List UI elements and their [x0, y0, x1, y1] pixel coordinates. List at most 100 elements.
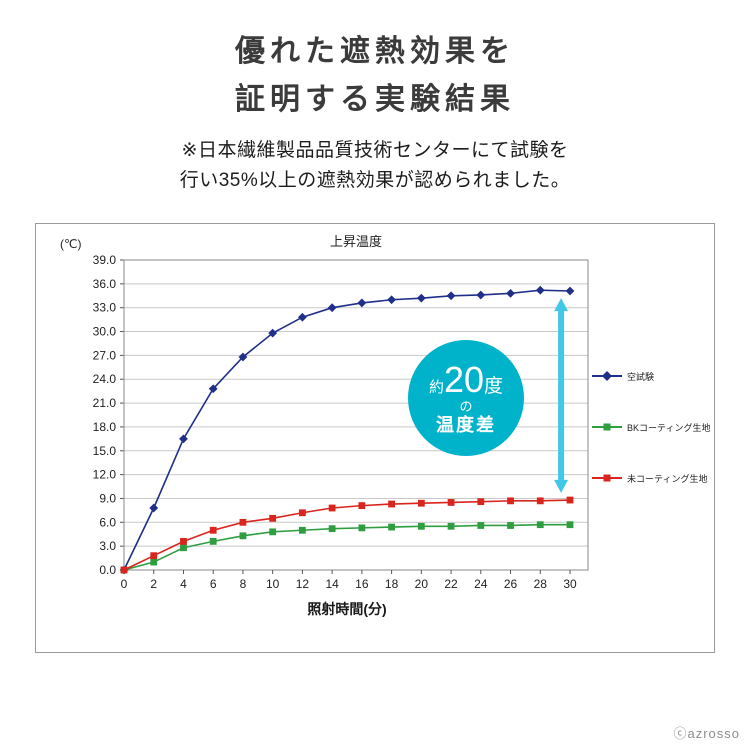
y-tick-label: 0.0 — [99, 563, 116, 577]
page-title-line1: 優れた遮熱効果を — [235, 35, 515, 68]
badge-unit: 度 — [484, 376, 504, 398]
legend-line-sample — [592, 423, 622, 431]
series-marker — [566, 496, 574, 504]
badge-particle: の — [459, 398, 473, 414]
chart-legend: 空試験 BKコーティング生地 未コーティング生地 — [592, 370, 710, 485]
legend-line-sample — [592, 371, 622, 382]
x-tick-label: 30 — [563, 577, 577, 591]
y-tick-label: 21.0 — [93, 396, 117, 410]
y-tick-label: 12.0 — [93, 467, 117, 481]
x-tick-label: 4 — [180, 577, 187, 591]
series-marker — [447, 498, 455, 506]
y-tick-label: 6.0 — [99, 515, 116, 529]
series-marker — [388, 500, 395, 508]
x-tick-label: 18 — [385, 577, 399, 591]
y-tick-label: 30.0 — [93, 324, 117, 338]
legend-item: 空試験 — [592, 370, 710, 383]
x-tick-label: 12 — [296, 577, 310, 591]
x-tick-label: 8 — [240, 577, 247, 591]
temperature-rise-chart: 0.0 3.0 6.0 9.0 12.0 15.0 18.0 21.0 24.0 27.0 30.0… — [60, 234, 589, 617]
test-note-line2: 行い35%以上の遮熱効果が認められました。 — [179, 170, 571, 192]
series-marker — [535, 285, 545, 295]
y-tick-label: 27.0 — [93, 348, 117, 362]
series-marker — [358, 501, 366, 509]
series-marker — [299, 509, 306, 516]
chart-frame: 0.0 3.0 6.0 9.0 12.0 15.0 18.0 21.0 24.0 27.0 30.0… — [35, 222, 715, 653]
series-marker — [446, 291, 456, 300]
x-tick-label: 14 — [325, 577, 339, 591]
y-tick-label: 39.0 — [93, 253, 117, 267]
legend-item: 未コーティング生地 — [592, 472, 710, 485]
series-marker — [358, 524, 366, 532]
series-marker — [416, 293, 426, 303]
x-tick-label: 26 — [504, 577, 518, 591]
series-line — [123, 523, 570, 571]
badge-label: 温度差 — [436, 414, 496, 435]
series-marker — [298, 312, 307, 322]
series-marker — [477, 498, 485, 505]
series-marker — [327, 303, 337, 312]
series-marker — [566, 521, 574, 528]
y-tick-label: 24.0 — [93, 372, 117, 386]
y-tick-label: 15.0 — [93, 444, 117, 458]
plot-border — [123, 259, 589, 571]
x-axis-label: 照射時間(分) — [307, 601, 386, 617]
temperature-difference-value: 約 20 度 — [429, 361, 503, 399]
x-tick-label: 10 — [266, 577, 280, 591]
x-tick-label: 6 — [210, 577, 217, 591]
legend-label: 空試験 — [627, 371, 655, 382]
legend-marker — [603, 423, 611, 431]
x-tick-label: 20 — [415, 577, 429, 591]
y-tick-label: 18.0 — [93, 420, 117, 434]
y-tick-label: 9.0 — [99, 491, 116, 505]
series-marker — [536, 497, 544, 505]
legend-label: 未コーティング生地 — [627, 473, 708, 484]
series-marker — [506, 288, 515, 298]
test-note: ※日本繊維製品品質技術センターにて試験を 行い35%以上の遮熱効果が認められました… — [0, 136, 750, 197]
series-marker — [507, 497, 514, 505]
series-marker — [477, 521, 485, 529]
test-note-line1: ※日本繊維製品品質技術センターにて試験を — [181, 140, 569, 161]
series-marker — [357, 298, 367, 308]
series-marker — [328, 504, 336, 512]
series-line — [123, 499, 571, 571]
difference-arrow-head-down — [554, 479, 569, 493]
series-marker — [149, 503, 159, 513]
series-marker — [387, 295, 396, 304]
series-marker — [209, 526, 217, 534]
series-marker — [417, 522, 425, 530]
series-marker — [507, 521, 514, 529]
legend-marker — [603, 474, 611, 482]
series-marker — [120, 566, 128, 574]
series-marker — [447, 522, 455, 530]
series-line — [123, 289, 571, 571]
y-tick-label: 33.0 — [93, 300, 117, 314]
series-marker — [565, 286, 575, 296]
series-marker — [238, 352, 248, 362]
series-marker — [180, 544, 187, 551]
y-tick-label: 3.0 — [99, 539, 116, 553]
temperature-difference-badge: 約 20 度 の 温度差 — [408, 339, 524, 456]
legend-label: BKコーティング生地 — [627, 422, 711, 433]
x-tick-label: 24 — [474, 577, 488, 591]
y-tick-label: 36.0 — [93, 277, 117, 291]
x-tick-label: 2 — [150, 577, 157, 591]
copyright: ⓒazrosso — [673, 726, 740, 741]
series-marker — [208, 384, 218, 393]
series-marker — [328, 525, 336, 532]
series-marker — [150, 552, 158, 559]
page-title: 優れた遮熱効果を 証明する実験結果 — [0, 0, 750, 124]
series-marker — [269, 514, 277, 522]
badge-prefix: 約 — [428, 379, 444, 397]
page-title-line2: 証明する実験結果 — [235, 83, 515, 116]
x-tick-label: 16 — [355, 577, 369, 591]
series-marker — [239, 518, 247, 526]
x-tick-label: 0 — [121, 577, 128, 591]
series-marker — [239, 532, 247, 540]
y-axis-unit: (℃) — [60, 237, 81, 251]
x-tick-label: 22 — [444, 577, 458, 591]
series-marker — [180, 537, 187, 545]
legend-marker — [602, 371, 612, 382]
legend-line-sample — [592, 474, 622, 482]
